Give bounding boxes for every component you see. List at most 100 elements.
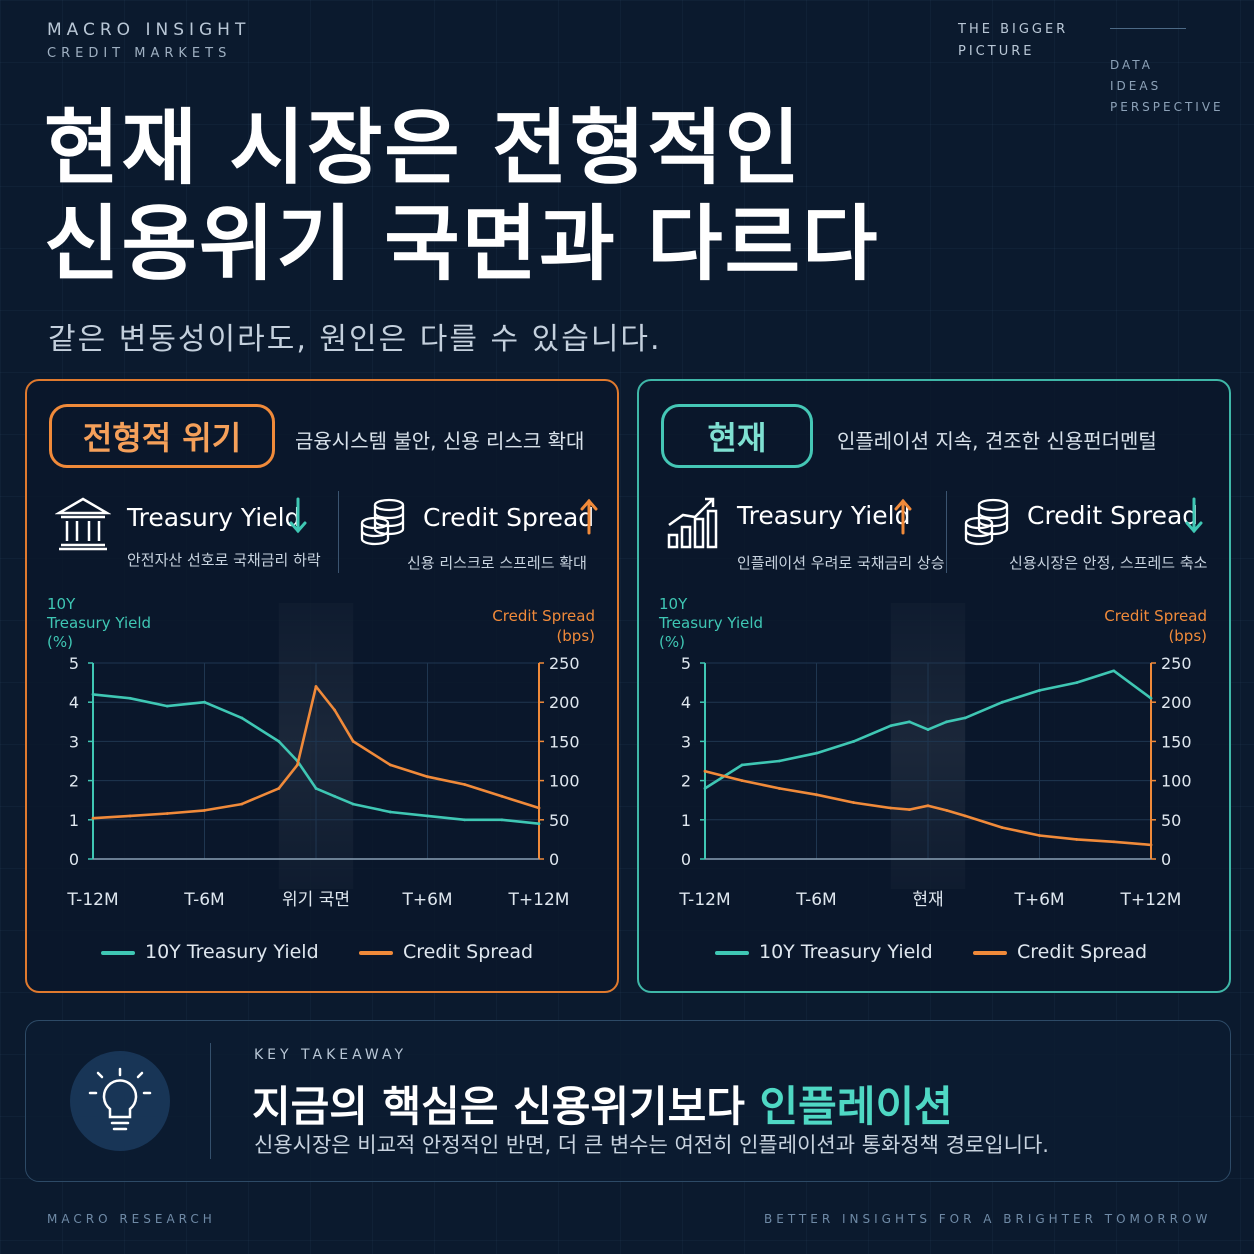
takeaway-headline-text: 지금의 핵심은 신용위기보다: [252, 1082, 760, 1131]
tag-ideas: IDEAS: [1110, 79, 1162, 93]
point-credit-spread: [351, 740, 355, 743]
point-credit-spread: [203, 808, 206, 812]
point-treasury-yield: [537, 822, 541, 826]
point-treasury-yield: [165, 704, 169, 708]
y-tick-right: 250: [549, 654, 580, 673]
takeaway-divider: [210, 1043, 211, 1159]
x-tick-label: T-6M: [795, 890, 836, 910]
point-credit-spread: [463, 783, 467, 786]
point-treasury-yield: [463, 818, 467, 822]
point-credit-spread: [852, 801, 856, 804]
x-tick-label: T-12M: [678, 890, 730, 910]
y-tick-left: 4: [69, 693, 79, 712]
point-credit-spread: [1149, 843, 1153, 847]
page-title-line2: 신용위기 국면과 다르다: [44, 197, 880, 292]
legend-yield-label: 10Y Treasury Yield: [759, 941, 933, 963]
y-tick-right: 250: [1161, 654, 1192, 673]
right-axis-label: (bps): [556, 627, 595, 645]
x-tick-label: T+6M: [1013, 890, 1064, 910]
point-credit-spread: [240, 802, 244, 806]
point-treasury-yield: [333, 794, 336, 798]
y-tick-left: 0: [69, 850, 79, 869]
x-tick-label: T+12M: [1120, 890, 1182, 910]
coins-icon: [360, 498, 405, 546]
point-treasury-yield: [908, 720, 911, 724]
point-treasury-yield: [945, 720, 948, 724]
legend-yield: 10Y Treasury Yield: [715, 941, 933, 963]
metric-divider: [946, 491, 947, 573]
legend-yield-label: 10Y Treasury Yield: [145, 941, 319, 963]
arrow-down-icon: [289, 497, 307, 534]
y-tick-right: 0: [549, 850, 559, 869]
tag-data: DATA: [1110, 58, 1153, 72]
page-subtitle: 같은 변동성이라도, 원인은 다를 수 있습니다.: [48, 322, 662, 357]
tagline-line2: PICTURE: [958, 44, 1035, 59]
point-credit-spread: [314, 685, 318, 688]
decorative-line: [1110, 28, 1186, 29]
tag-perspective: PERSPECTIVE: [1110, 100, 1224, 114]
y-tick-left: 0: [681, 850, 691, 869]
y-tick-right: 100: [549, 772, 580, 791]
point-treasury-yield: [1149, 696, 1153, 700]
point-credit-spread: [1075, 838, 1079, 841]
point-treasury-yield: [703, 787, 707, 790]
pill-typical-crisis: 전형적 위기: [49, 404, 275, 468]
panel-description: 인플레이션 지속, 견조한 신용펀더멘털: [837, 429, 1157, 453]
y-tick-left: 2: [681, 772, 691, 791]
metric-divider: [338, 491, 339, 573]
y-tick-right: 100: [1161, 772, 1192, 791]
arrow-down-icon: [1185, 497, 1203, 534]
left-axis-label: 10Y: [47, 595, 76, 613]
point-credit-spread: [1038, 834, 1041, 837]
legend-yield: 10Y Treasury Yield: [101, 941, 319, 963]
legend-spread-label: Credit Spread: [1017, 941, 1148, 963]
point-treasury-yield: [777, 759, 781, 763]
point-credit-spread: [426, 775, 429, 779]
legend-spread: Credit Spread: [973, 941, 1147, 963]
point-credit-spread: [963, 814, 967, 818]
arrow-up-icon: [894, 498, 912, 535]
left-axis-label: Treasury Yield: [658, 614, 763, 632]
x-tick-label: T+6M: [401, 890, 452, 910]
point-treasury-yield: [815, 751, 818, 755]
point-credit-spread: [740, 779, 744, 782]
point-credit-spread: [908, 808, 911, 812]
point-treasury-yield: [314, 787, 318, 790]
metric-credit-spread-title: Credit Spread: [423, 503, 595, 532]
point-treasury-yield: [240, 716, 244, 720]
lightbulb-icon: [70, 1051, 170, 1151]
page-title-line1: 현재 시장은 전형적인: [44, 101, 803, 196]
y-tick-left: 3: [69, 732, 79, 751]
y-tick-right: 150: [1161, 732, 1192, 751]
point-credit-spread: [815, 793, 818, 797]
left-axis-label: 10Y: [659, 595, 688, 613]
legend-yield-swatch: [715, 950, 749, 955]
footer-right: BETTER INSIGHTS FOR A BRIGHTER TOMORROW: [764, 1212, 1212, 1226]
arrow-up-icon: [580, 498, 598, 535]
point-treasury-yield: [1038, 689, 1041, 692]
right-axis-label: (bps): [1168, 627, 1207, 645]
point-credit-spread: [388, 763, 392, 767]
point-treasury-yield: [500, 818, 504, 822]
y-tick-right: 50: [1161, 811, 1181, 830]
point-credit-spread: [500, 794, 504, 798]
point-treasury-yield: [1000, 700, 1004, 704]
metric-treasury-yield-desc: 안전자산 선호로 국채금리 하락: [127, 551, 321, 569]
point-credit-spread: [777, 787, 781, 790]
y-tick-left: 2: [69, 772, 79, 791]
point-treasury-yield: [91, 692, 95, 696]
metric-credit-spread-desc: 신용시장은 안정, 스프레드 축소: [1009, 554, 1208, 572]
point-treasury-yield: [426, 814, 429, 818]
point-credit-spread: [1000, 826, 1004, 830]
point-treasury-yield: [351, 802, 355, 806]
right-axis-label: Credit Spread: [492, 607, 595, 625]
panel-current: 현재 인플레이션 지속, 견조한 신용펀더멘털 Treasury Yield 인…: [637, 379, 1231, 993]
brand-subtitle: CREDIT MARKETS: [47, 46, 232, 61]
point-treasury-yield: [128, 696, 132, 700]
left-axis-label: Treasury Yield: [46, 614, 151, 632]
legend-spread-swatch: [973, 950, 1007, 955]
point-credit-spread: [945, 808, 948, 812]
point-credit-spread: [333, 708, 336, 712]
point-treasury-yield: [852, 740, 856, 743]
